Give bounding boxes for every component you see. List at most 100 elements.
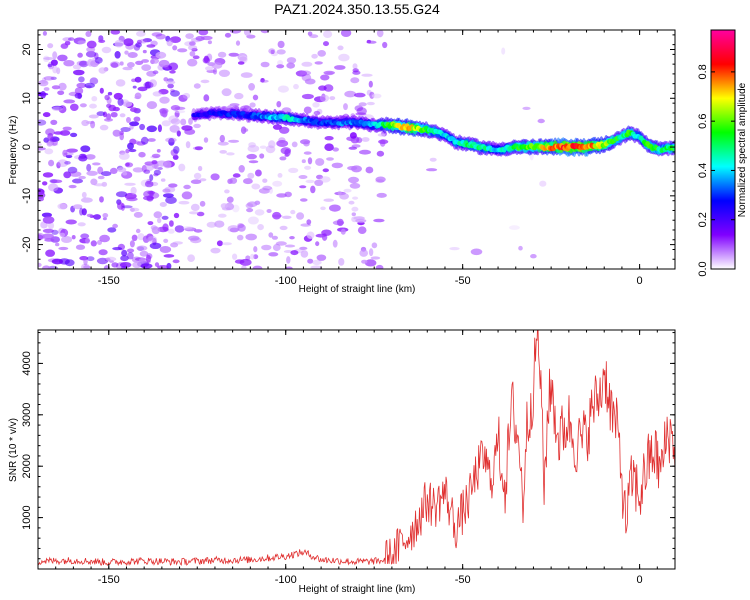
heatmap-cell [53, 131, 63, 135]
heatmap-cell [151, 153, 161, 158]
heatmap-cell [70, 132, 78, 138]
heatmap-cell [357, 226, 367, 234]
heatmap-cell [159, 246, 172, 253]
heatmap-cell [77, 40, 86, 45]
heatmap-cell [162, 188, 171, 193]
heatmap-cell [177, 48, 188, 53]
heatmap-cell [337, 45, 344, 51]
heatmap-cell [348, 146, 358, 150]
heatmap-cell [368, 80, 373, 88]
heatmap-cell [73, 204, 83, 210]
heatmap-cell [354, 92, 366, 98]
heatmap-cell [221, 88, 232, 97]
heatmap-cell [172, 259, 180, 264]
heatmap-cell [312, 259, 322, 266]
snr-x-ticks: -150 -100 -50 0 [55, 330, 676, 586]
heatmap-cell [158, 59, 170, 68]
heatmap-cell [237, 224, 246, 232]
heatmap-cell [119, 132, 124, 141]
heatmap-cell [147, 138, 156, 142]
heatmap-cell [147, 236, 158, 243]
heatmap-cell [194, 146, 203, 151]
heatmap-cell [224, 32, 232, 38]
heatmap-cell [359, 249, 369, 257]
snr-x-tick-label: 0 [637, 574, 643, 586]
heatmap-cell [110, 112, 118, 118]
heatmap-cell [140, 136, 149, 145]
heatmap-cell [173, 212, 180, 219]
heatmap-cell [260, 61, 270, 68]
heatmap-cell [86, 170, 98, 176]
heatmap-cell [119, 113, 126, 118]
heatmap-cell [131, 140, 140, 144]
heatmap-cell [97, 175, 105, 180]
heatmap-cell [185, 141, 191, 149]
heatmap-cell [314, 179, 324, 186]
heatmap-cell [310, 185, 316, 194]
heatmap-cell [375, 179, 385, 184]
heatmap-cell [146, 44, 156, 48]
heatmap-cell [122, 171, 128, 176]
heatmap-cell [43, 87, 50, 91]
colorbar-tick-label: 0.2 [697, 212, 709, 227]
heatmap-cell [86, 163, 92, 172]
heatmap-cell [168, 62, 179, 71]
heatmap-cell [382, 41, 388, 49]
heatmap-cell [170, 118, 181, 125]
heatmap-cell [161, 120, 171, 127]
heatmap-cell [248, 83, 256, 91]
heatmap-cell [316, 254, 327, 261]
heatmap-cell [154, 262, 160, 267]
heatmap-cell [293, 83, 299, 90]
heatmap-cell [81, 263, 90, 269]
heatmap-cell [303, 140, 310, 147]
heatmap-cell [191, 47, 198, 52]
heatmap-cell [319, 176, 331, 183]
snr-y-tick-label: 3000 [21, 403, 33, 427]
heatmap-cell [124, 182, 136, 186]
heatmap-cell [354, 105, 364, 112]
heatmap-cell [375, 264, 384, 269]
heatmap-cell [137, 233, 145, 241]
heatmap-cell [137, 86, 148, 92]
heatmap-cell [539, 180, 547, 187]
heatmap-cell [152, 70, 159, 75]
heatmap-cell [247, 172, 255, 179]
heatmap-cell [126, 252, 134, 260]
heatmap-cell [348, 176, 359, 184]
heatmap-cell [76, 82, 87, 89]
heatmap-cell [203, 137, 209, 143]
heatmap-cell [117, 202, 124, 210]
heatmap-cell [174, 106, 186, 110]
heatmap-cell [51, 258, 64, 265]
heatmap-cell [228, 52, 239, 57]
heatmap-cell [187, 58, 198, 67]
colorbar-label: Normalized spectral amplitude [737, 82, 748, 217]
heatmap-background [38, 30, 547, 269]
heatmap-cell [265, 145, 276, 154]
heatmap-cell [304, 165, 312, 170]
heatmap-cell [124, 50, 129, 55]
heatmap-cell [279, 126, 290, 134]
heatmap-cell [134, 92, 142, 100]
heatmap-cell [132, 261, 142, 269]
heatmap-cell [359, 149, 371, 155]
heatmap-cell [288, 167, 299, 173]
heatmap-cell [99, 124, 109, 131]
heatmap-cell [323, 84, 334, 92]
heatmap-cell [165, 80, 176, 85]
heatmap-cell [268, 252, 279, 257]
heatmap-cell [47, 132, 54, 141]
heatmap-cell [63, 99, 76, 104]
heatmap-cell [298, 175, 308, 179]
heatmap-cell [199, 178, 207, 182]
heatmap-cell [140, 263, 153, 269]
heatmap-cell [85, 154, 96, 160]
heatmap-cell [371, 93, 382, 99]
snr-series-line [38, 330, 675, 567]
heatmap-cell [291, 141, 298, 148]
heatmap-cell [141, 64, 152, 71]
heatmap-cell [182, 92, 191, 99]
heatmap-cell [56, 162, 61, 169]
